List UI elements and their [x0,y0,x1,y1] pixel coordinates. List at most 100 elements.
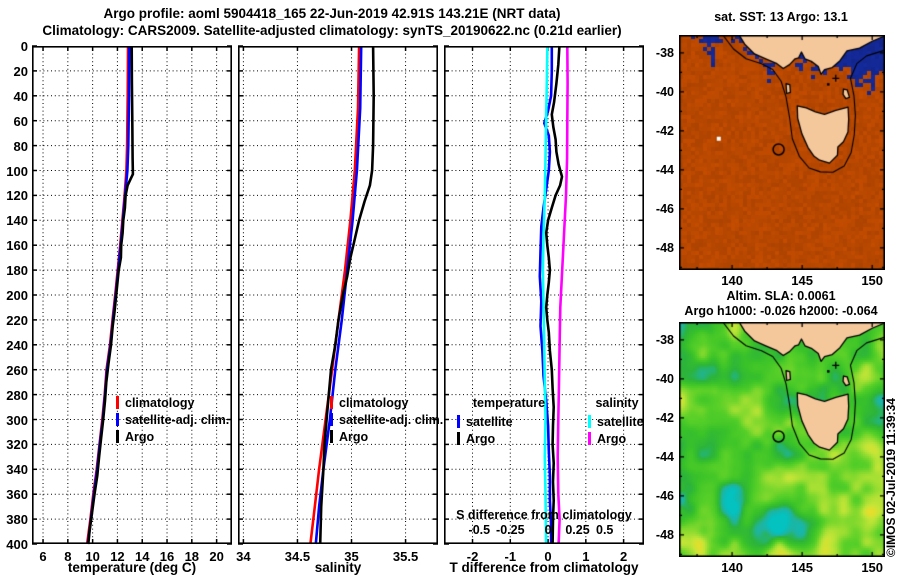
plot-svg-1 [238,45,438,545]
map-ytick--46: -46 [655,488,674,503]
map-ytick--44: -44 [655,449,674,464]
legend-marker [330,396,333,409]
depth-label-160: 160 [6,238,28,254]
legend-label: Argo [339,429,369,444]
xtick-label-8: 8 [64,549,72,564]
depth-label-140: 140 [6,213,28,229]
xtick-label-35.5: 35.5 [392,549,419,564]
legend-entry-satellite-adj-clim-: satellite-adj. clim. [330,411,443,428]
depth-label-300: 300 [6,412,28,428]
map-ytick--40: -40 [655,84,674,99]
s-axis-tick-0: 0 [544,523,552,537]
legend-marker [330,430,333,443]
depth-label-240: 240 [6,337,28,353]
map-xtick-140: 140 [721,560,743,575]
s-axis-tick-0.5: 0.5 [596,523,614,537]
legend-label: satellite [466,414,513,429]
legend-entry-climatology: climatology [330,394,443,411]
depth-label-180: 180 [6,263,28,279]
legend-entry-argo: Argo [116,428,229,445]
legend-marker [116,396,119,409]
series-s-satellite-climatology [541,45,549,545]
xtick-label-35: 35 [344,549,359,564]
depth-label-100: 100 [6,163,28,179]
s-axis-tick--0.25: -0.25 [496,523,525,537]
legend-group-salinity: salinity satellite Argo [572,396,662,447]
map-ytick--38: -38 [655,332,674,347]
legend-marker [588,432,591,445]
legend-group-temperature: temperature satellite Argo [454,396,564,447]
legend-entry-salinity-Argo: Argo [588,430,662,447]
map-xtick-145: 145 [791,560,813,575]
map-ytick--48: -48 [655,527,674,542]
xtick-label-12: 12 [110,549,125,564]
series-t-argo-climatology [544,45,564,545]
legend-marker [330,413,333,426]
map-ytick--48: -48 [655,240,674,255]
plot-svg-2 [444,45,644,545]
legend-label: Argo [597,431,627,446]
xtick-label-6: 6 [39,549,47,564]
legend-label: satellite-adj. clim. [339,412,444,427]
depth-label-400: 400 [6,537,28,552]
legend-entry-argo: Argo [330,428,443,445]
tdiff-axis-label: T difference from climatology [449,560,639,575]
plot-svg-0 [32,45,232,545]
temperature-profile-panel: climatology satellite-adj. clim. Argo [32,45,232,545]
legend-entry-climatology: climatology [116,394,229,411]
temperature-axis-label: temperature (deg C) [67,560,197,575]
depth-label-340: 340 [6,462,28,478]
xtick-label-34: 34 [236,549,251,564]
salinity-axis-label: salinity [314,560,362,575]
depth-label-280: 280 [6,387,28,403]
depth-label-380: 380 [6,512,28,528]
map-ytick--38: -38 [655,45,674,60]
legend-header-temperature: temperature [472,396,546,410]
map-xtick-150: 150 [861,273,884,288]
xtick-label--1: -1 [504,549,517,564]
depth-label-200: 200 [6,288,28,303]
depth-label-320: 320 [6,437,28,453]
title-line-2: Climatology: CARS2009. Satellite-adjuste… [42,23,622,38]
depth-label-120: 120 [6,188,28,204]
depth-label-260: 260 [6,362,28,378]
sla-map-title: Altim. SLA: 0.0061 [726,289,836,303]
figure-header: Argo profile: aoml 5904418_165 22-Jun-20… [0,5,664,39]
salinity-profile-panel: climatology satellite-adj. clim. Argo [238,45,443,545]
depth-label-360: 360 [6,487,28,503]
legend-label: Argo [125,429,155,444]
legend-marker [457,432,460,445]
legend-label: Argo [466,431,496,446]
s-axis-title: S difference from climatology [456,508,632,522]
legend: climatology satellite-adj. clim. Argo [330,394,443,445]
series-climatology [309,45,361,545]
difference-profile-panel: temperature satellite Argo salinity satellit… [444,45,644,545]
depth-label-220: 220 [6,312,28,328]
map-ytick--42: -42 [655,410,674,425]
legend-label: satellite [597,414,644,429]
xtick-label-16: 16 [159,549,175,564]
legend-marker [116,430,119,443]
map-xtick-150: 150 [861,560,884,575]
map-ytick--40: -40 [655,371,674,386]
xtick-label--2: -2 [466,549,479,564]
xtick-label-20: 20 [209,549,224,564]
depth-label-80: 80 [13,138,28,154]
sst-map-title: sat. SST: 13 Argo: 13.1 [714,10,848,24]
title-line-1: Argo profile: aoml 5904418_165 22-Jun-20… [103,6,561,21]
copyright-text: ©IMOS 02-Jul-2019 11:39:34 [884,398,898,557]
xtick-label-2: 2 [619,549,628,564]
series-argo [87,45,135,545]
legend-marker [457,415,460,428]
depth-label-40: 40 [13,88,28,104]
xtick-label-0: 0 [544,549,552,564]
depth-label-20: 20 [13,63,28,79]
depth-label-60: 60 [13,113,28,129]
legend-marker [116,413,119,426]
legend-marker [588,415,591,428]
xtick-label-10: 10 [85,549,100,564]
map-ytick--42: -42 [655,123,674,138]
map-xtick-145: 145 [791,273,813,288]
xtick-label-34.5: 34.5 [284,549,311,564]
